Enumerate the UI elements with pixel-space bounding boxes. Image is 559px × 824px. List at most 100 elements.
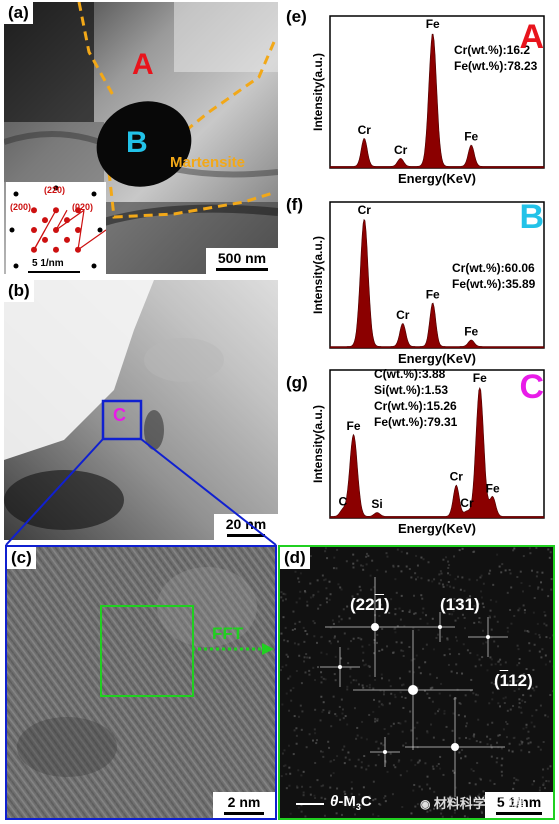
panel-d-fft-image: (d) (221) (131) (112) θ-M3C 5 1/nm ◉ 材料科…: [278, 545, 555, 820]
saed-outer-spot: [97, 227, 103, 233]
peak-label-fe: Fe: [464, 130, 478, 144]
composition-line: Fe(wt.%):78.23: [454, 59, 538, 73]
fft-spot: [338, 665, 342, 669]
peak-label-cr: Cr: [396, 308, 410, 322]
peak-label-fe: Fe: [347, 419, 361, 433]
peak-label-c: C: [339, 494, 348, 508]
saed-spot: [75, 207, 81, 214]
panel-d-label: (d): [280, 547, 310, 569]
panel-c-scale-label: 2 nm: [227, 794, 261, 810]
chart-g-label: (g): [282, 372, 312, 394]
saed-spot: [31, 246, 37, 253]
saed-grid-line: [33, 229, 46, 251]
panel-a-scale-label: 500 nm: [217, 250, 267, 266]
panel-c-label: (c): [7, 547, 36, 569]
peak-label-cr: Cr: [358, 203, 372, 217]
spot3-post: 12): [508, 671, 533, 690]
panel-b-scale-label: 20 nm: [225, 516, 267, 532]
saed-outer-spot: [91, 263, 97, 269]
chart-f-label: (f): [282, 194, 307, 216]
peak-label-si: Si: [371, 497, 382, 511]
saed-outer-spot: [91, 191, 97, 197]
peak-label-fe: Fe: [426, 17, 440, 31]
particle-b: [96, 101, 192, 187]
panel-b-label: (b): [4, 280, 34, 302]
saed-outer-spot: [53, 185, 59, 191]
peak-label-fe: Fe: [426, 287, 440, 301]
saed-spot: [31, 207, 37, 214]
fft-label: FFT: [212, 624, 244, 643]
peak-label-cr: Cr: [358, 123, 372, 137]
saed-spot: [42, 236, 48, 243]
y-axis-label: Intensity(a.u.): [311, 53, 325, 131]
panel-a-micrograph: [4, 2, 278, 274]
panel-c-hrtem-image: (c) 2 nm: [5, 545, 277, 820]
composition-line: Cr(wt.%):15.26: [374, 399, 457, 413]
spot-1bar12: (112): [494, 671, 533, 691]
composition-line: C(wt.%):3.88: [374, 368, 446, 381]
saed-spot: [31, 227, 37, 233]
fft-arrow: [192, 643, 274, 655]
saed-spot: [64, 236, 70, 243]
spot1-bar: 1: [374, 595, 385, 614]
panel-a-label: (a): [4, 2, 33, 24]
saed-inset: (200) (220) (020) 5 1/nm: [6, 182, 107, 274]
plot-frame: [329, 369, 545, 519]
eds-plot-svg: Cr Cr Fe Fe Energy(KeV) Intensity(a.u.) Cr(wt.…: [311, 15, 545, 186]
phase-label: θ-M3C: [330, 793, 372, 812]
saed-spot: [75, 246, 81, 253]
spectrum-area: [329, 33, 545, 169]
saed-spot-220: (220): [44, 185, 66, 195]
region-b-label: B: [126, 126, 148, 159]
spot3-bar: 1: [499, 671, 509, 690]
saed-grid-line: [55, 209, 68, 231]
saed-spot: [53, 207, 59, 214]
eds-spectrum-f: Cr Cr Fe Fe Energy(KeV) Intensity(a.u.) Cr(wt.…: [282, 190, 556, 368]
phase-sub: 3: [355, 802, 361, 812]
wechat-icon: ◉: [420, 797, 434, 811]
saed-outer-spot: [9, 227, 15, 233]
watermark-text: 材料科学与工程: [433, 796, 525, 811]
region-a-label: A: [132, 48, 154, 81]
y-axis-label: Intensity(a.u.): [311, 236, 325, 314]
saed-scale-bar: [28, 271, 80, 273]
phase-scale-line: [296, 803, 324, 805]
phase-c: C: [360, 793, 372, 810]
spot3-pre: (: [494, 671, 500, 690]
eds-plot-svg: C Fe Si Cr Cr Fe Fe Energy(KeV) Intensity(a.u.) C…: [311, 368, 545, 536]
peak-label-cr: Cr: [394, 143, 408, 157]
eds-spectrum-e: Cr Cr Fe Fe Energy(KeV) Intensity(a.u.) Cr(wt.…: [282, 2, 556, 190]
saed-spot: [75, 227, 81, 233]
saed-outer-spot: [13, 191, 19, 197]
spectrum-area: [329, 218, 545, 349]
y-axis-label: Intensity(a.u.): [311, 405, 325, 483]
panel-c-scale-bar: [224, 812, 264, 815]
fft-spot: [451, 743, 459, 751]
panel-d-scale-label: 5 1/nm: [496, 794, 542, 810]
composition-line: Fe(wt.%):35.89: [452, 277, 536, 291]
chart-e-region: A: [519, 18, 544, 56]
x-axis-label: Energy(KeV): [398, 171, 476, 186]
saed-pattern: [9, 185, 107, 269]
panel-c-lattice: [7, 547, 275, 818]
saed-spot: [53, 246, 59, 253]
panel-a-scale: 500 nm: [206, 248, 278, 274]
x-axis-label: Energy(KeV): [398, 351, 476, 366]
region-c-box: [101, 399, 143, 441]
composition-line: Fe(wt.%):79.31: [374, 415, 458, 429]
fft-spot: [438, 625, 442, 629]
saed-spot: [42, 217, 48, 224]
chart-g-region: C: [519, 368, 544, 406]
phase-theta: θ: [330, 793, 339, 810]
composition-line: Si(wt.%):1.53: [374, 383, 448, 397]
phase-m: -M: [338, 793, 356, 810]
fft-spot: [383, 750, 387, 754]
peak-label-fe: Fe: [486, 481, 500, 495]
spot-131: (131): [440, 595, 480, 614]
panel-b-scale-bar: [227, 534, 265, 537]
panel-b-scale: 20 nm: [214, 514, 278, 540]
peak-label-fe: Fe: [464, 325, 478, 339]
panel-d-fft-pattern: [280, 547, 553, 818]
composition-line: Cr(wt.%):16.2: [454, 43, 530, 57]
